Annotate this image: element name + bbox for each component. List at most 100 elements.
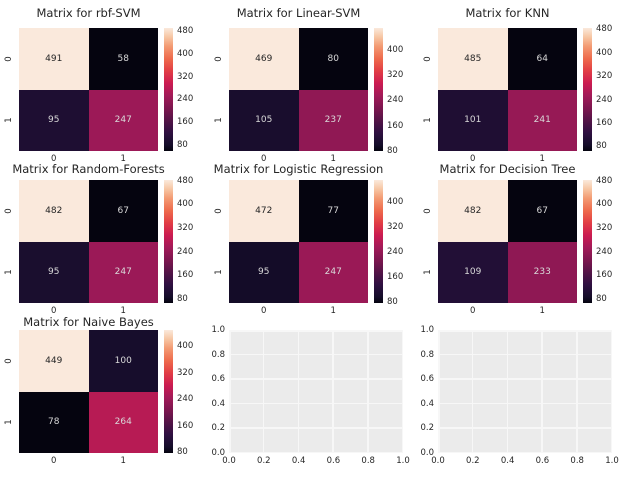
colorbar [583,180,592,303]
y-tick-label: 0.8 [420,349,434,360]
y-tick-label: 0.0 [211,448,225,458]
colorbar-tick-label: 400 [387,44,404,55]
heatmap-cell: 482 [438,180,508,242]
plot-title-matrix-for-linear-svm: Matrix for Linear-SVM [236,6,361,20]
colorbar-tick-label: 240 [177,246,194,257]
colorbar-tick-label: 80 [177,294,188,305]
colorbar-tick-label: 80 [387,146,398,156]
grid-line-horizontal [438,451,612,453]
colorbar-tick-label: 80 [596,141,607,152]
y-tick-label: 0 [214,208,224,214]
grid-line-horizontal [229,402,403,405]
colorbar-tick-label: 480 [177,26,194,37]
heatmap-cell: 105 [229,89,299,151]
y-tick-label: 1.0 [211,325,225,335]
colorbar [164,330,173,453]
x-tick-label: 1 [330,154,336,164]
x-tick-label: 0 [51,154,57,164]
colorbar-tick-label: 320 [177,223,194,233]
heatmap-cell: 77 [298,180,368,242]
heatmap-cell: 241 [507,89,577,151]
heatmap-cell: 247 [88,241,158,303]
grid-line-vertical [471,330,474,453]
y-tick-label: 0.4 [211,398,225,409]
colorbar-tick-label: 240 [596,94,613,105]
heatmap-cell: 80 [298,28,368,90]
heatmap-cell: 109 [438,241,508,303]
grid-line-vertical [506,330,509,453]
y-tick-label: 1.0 [420,325,434,335]
colorbar-tick-label: 160 [596,270,613,281]
heatmap-cell: 58 [88,28,158,90]
grid-line-vertical [401,330,403,453]
colorbar-tick-label: 320 [177,367,194,378]
heatmap-cell: 95 [19,89,89,151]
heatmap-cell: 469 [229,28,299,90]
x-tick-label: 0 [470,306,476,316]
heatmap-cell: 64 [507,28,577,90]
colorbar-tick-label: 80 [177,139,188,150]
x-tick-label: 1.0 [605,456,619,466]
grid-line-horizontal [438,427,612,429]
y-tick-label: 1 [214,117,224,123]
x-tick-label: 0.0 [431,456,445,466]
grid-line-vertical [297,330,300,453]
heatmap-cell: 264 [88,391,158,453]
colorbar-tick-label: 480 [596,24,613,35]
colorbar-tick-label: 400 [177,48,194,59]
empty-plot-area [438,330,612,453]
heatmap-cell: 491 [19,28,89,90]
heatmap-cell: 95 [19,241,89,303]
grid-line-horizontal [229,353,403,356]
y-tick-label: 1 [4,269,14,275]
grid-line-horizontal [438,330,612,332]
heatmap-cell: 95 [229,241,299,303]
colorbar-tick-label: 320 [177,71,194,82]
colorbar-tick-label: 160 [177,117,194,128]
heatmap-cell: 482 [19,180,89,242]
colorbar-tick-label: 160 [596,117,613,128]
y-tick-label: 1 [423,269,433,275]
heatmap-cell: 247 [88,89,158,151]
x-tick-label: 1.0 [396,456,410,466]
y-tick-label: 0.2 [211,423,225,434]
y-tick-label: 1 [4,117,14,123]
x-tick-label: 1 [330,306,336,316]
y-tick-label: 0.8 [211,349,225,360]
grid-line-vertical [541,330,543,453]
grid-line-vertical [576,330,578,453]
plot-title-matrix-for-knn: Matrix for KNN [465,6,550,20]
heatmap-cell: 472 [229,180,299,242]
x-tick-label: 0.8 [570,456,584,466]
colorbar-tick-label: 400 [387,197,404,208]
heatmap-matrix-for-linear-svm: 469 80 105 237 [229,28,368,151]
y-tick-label: 1 [4,419,14,425]
colorbar-tick-label: 160 [177,270,194,281]
x-tick-label: 0.2 [257,456,271,466]
colorbar-tick-label: 400 [596,199,613,210]
colorbar-tick-label: 240 [177,94,194,105]
colorbar-tick-label: 320 [596,71,613,82]
y-tick-label: 0 [4,358,14,364]
heatmap-matrix-for-random-forests: 482 67 95 247 [19,180,158,303]
grid-line-horizontal [229,451,403,453]
colorbar-tick-label: 400 [177,199,194,210]
x-tick-label: 0 [261,154,267,164]
x-tick-label: 0.8 [361,456,375,466]
grid-line-vertical [438,330,440,453]
y-tick-label: 0.0 [420,448,434,458]
y-tick-label: 0 [4,208,14,214]
x-tick-label: 0.2 [466,456,480,466]
x-tick-label: 0.0 [222,456,236,466]
heatmap-cell: 485 [438,28,508,90]
heatmap-cell: 78 [19,391,89,453]
colorbar-tick-label: 80 [387,297,398,308]
colorbar-tick-label: 240 [387,95,404,106]
grid-line-vertical [262,330,265,453]
y-tick-label: 0 [214,56,224,62]
x-tick-label: 0 [261,306,267,316]
colorbar-tick-label: 80 [596,294,607,305]
colorbar-tick-label: 400 [596,47,613,58]
empty-plot-area [229,330,403,453]
y-tick-label: 0 [4,56,14,62]
